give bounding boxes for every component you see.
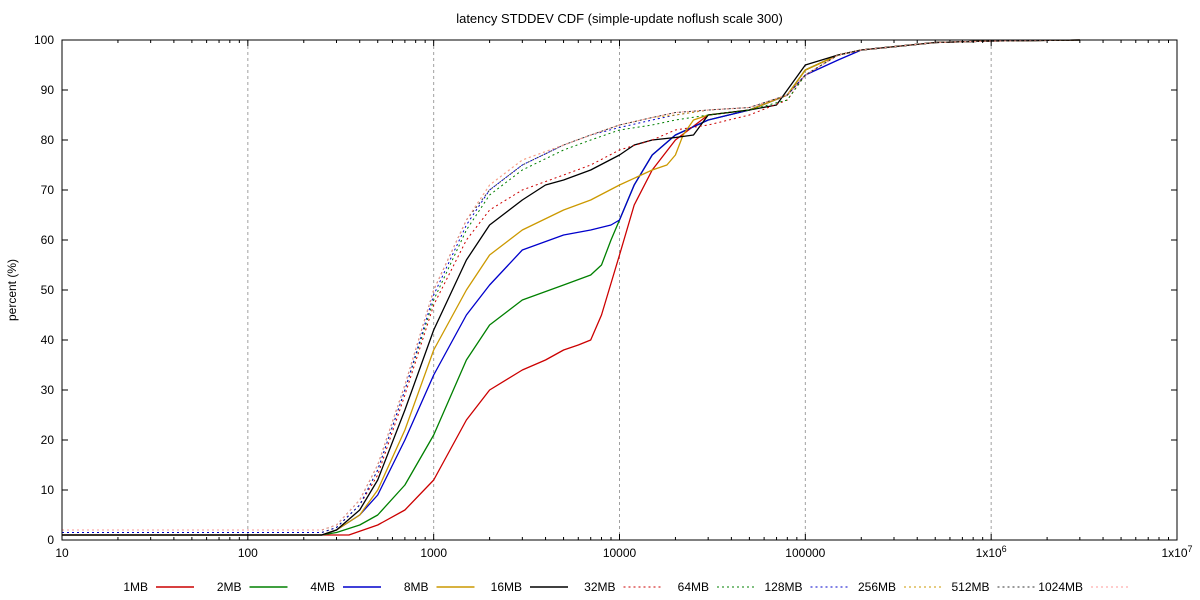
x-tick-superscript: 6 [1002,544,1007,554]
x-tick-label: 1x107 [1161,544,1192,560]
series-line-1024MB [62,39,1080,531]
legend-label: 512MB [951,580,989,594]
legend-label: 16MB [491,580,522,594]
y-tick-label: 50 [41,283,55,297]
series-line-512MB [62,39,1080,531]
grid-layer [247,40,992,540]
y-tick-label: 100 [34,33,54,47]
y-axis-title: percent (%) [5,259,19,321]
y-tick-label: 70 [41,183,55,197]
y-tick-label: 30 [41,383,55,397]
legend-label: 256MB [858,580,896,594]
y-tick-label: 80 [41,133,55,147]
x-tick-label: 1000 [420,546,447,560]
x-tick-superscript: 7 [1188,544,1193,554]
series-line-8MB [62,39,1080,536]
y-tick-label: 20 [41,433,55,447]
y-tick-label: 10 [41,483,55,497]
series-line-32MB [62,39,1080,533]
x-tick-label: 1x106 [976,544,1007,560]
legend-label: 1MB [123,580,148,594]
y-tick-label: 90 [41,83,55,97]
series-line-16MB [62,39,1080,536]
series-line-2MB [62,39,1080,536]
series-line-4MB [62,39,1080,536]
series-layer [62,39,1080,536]
y-tick-label: 40 [41,333,55,347]
legend: 1MB 2MB 4MB 8MB 16MB 32MB 64MB 128MB 256MB 512MB 1… [123,580,1129,594]
series-line-256MB [62,39,1080,531]
legend-label: 2MB [217,580,242,594]
y-tick-label: 0 [47,533,54,547]
chart-title: latency STDDEV CDF (simple-update noflus… [456,11,783,26]
x-tick-label: 100 [238,546,258,560]
legend-label: 32MB [584,580,615,594]
legend-label: 4MB [310,580,335,594]
series-line-64MB [62,39,1080,533]
x-tick-label: 10 [55,546,69,560]
legend-label: 128MB [764,580,802,594]
axis-layer: 10 100 1000 10000 100000 1x106 1x1070102030405… [34,33,1193,560]
legend-label: 1024MB [1038,580,1083,594]
x-tick-label: 100000 [785,546,825,560]
x-tick-label: 10000 [603,546,637,560]
legend-label: 8MB [404,580,429,594]
series-line-1MB [62,39,1080,536]
series-line-128MB [62,39,1080,533]
y-tick-label: 60 [41,233,55,247]
legend-label: 64MB [678,580,709,594]
